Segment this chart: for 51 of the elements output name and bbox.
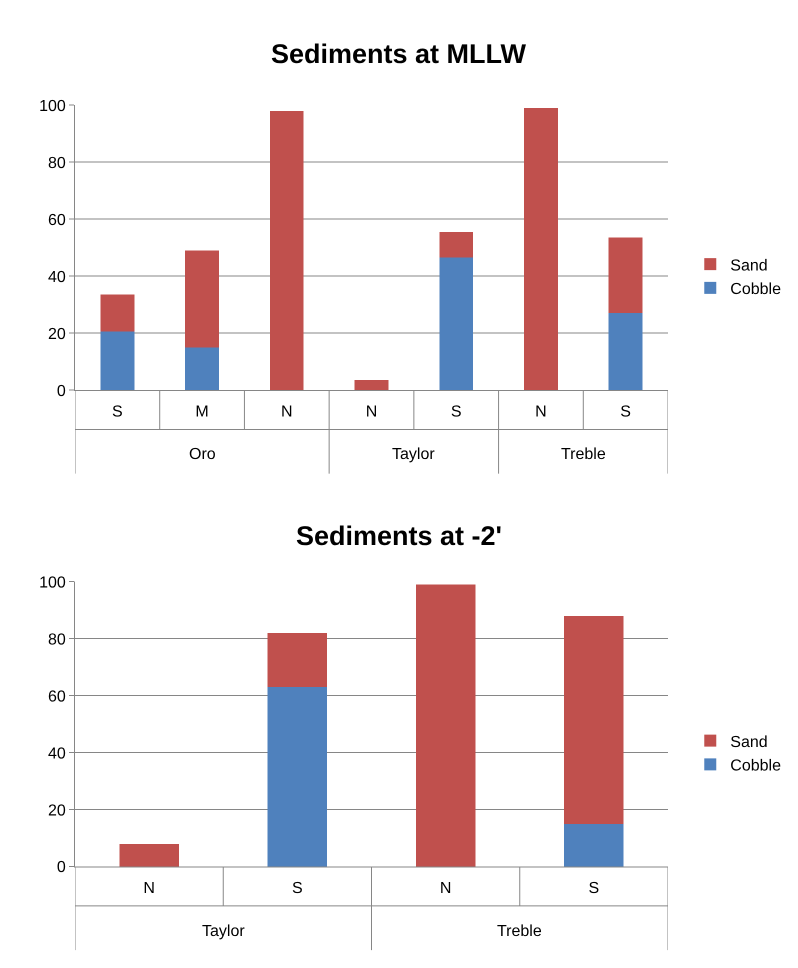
y-tick-label: 100 <box>39 574 66 592</box>
bar <box>268 687 328 867</box>
y-tick-label: 40 <box>48 268 66 286</box>
bar <box>119 844 179 867</box>
y-tick-label: 60 <box>48 212 66 229</box>
y-tick-label: 20 <box>48 802 66 820</box>
category-label: N <box>366 403 378 420</box>
bar <box>439 258 474 390</box>
bar <box>564 616 624 824</box>
category-label: N <box>143 880 155 897</box>
y-tick-label: 80 <box>48 154 66 172</box>
bar <box>185 347 220 390</box>
y-tick-label: 20 <box>48 326 66 343</box>
bar <box>354 380 388 390</box>
y-tick-label: 40 <box>48 745 66 762</box>
y-tick-label: 0 <box>56 382 66 400</box>
legend-label: Sand <box>730 257 768 274</box>
category-label: N <box>440 880 452 897</box>
category-label: N <box>281 403 293 420</box>
category-label: N <box>535 403 547 420</box>
category-label: Taylor <box>202 923 245 940</box>
category-label: S <box>450 403 462 420</box>
y-tick-label: 60 <box>48 688 66 706</box>
y-tick-label: 80 <box>48 631 66 648</box>
legend-label: Cobble <box>730 281 782 298</box>
category-label: Oro <box>189 446 216 463</box>
bar <box>524 108 558 390</box>
bar <box>439 232 474 258</box>
bar <box>185 250 220 348</box>
bar <box>100 332 134 390</box>
category-label: Treble <box>497 923 542 940</box>
category-label: M <box>195 403 209 420</box>
category-label: S <box>588 880 600 897</box>
category-label: S <box>620 403 631 420</box>
bar <box>608 238 643 314</box>
bar <box>608 313 643 390</box>
y-tick-label: 0 <box>56 859 66 876</box>
bar <box>270 110 304 390</box>
bar <box>268 633 328 688</box>
chart-title: Sediments at MLLW <box>271 39 527 69</box>
bar <box>100 294 134 332</box>
chart-title: Sediments at -2' <box>296 521 502 551</box>
category-label: S <box>112 403 123 420</box>
y-tick-label: 100 <box>39 98 66 115</box>
category-label: Treble <box>561 446 606 463</box>
bar <box>416 584 476 867</box>
bar <box>564 824 624 867</box>
category-label: S <box>292 880 303 897</box>
legend-label: Cobble <box>730 758 782 775</box>
legend-label: Sand <box>730 734 768 751</box>
category-label: Taylor <box>392 446 435 463</box>
